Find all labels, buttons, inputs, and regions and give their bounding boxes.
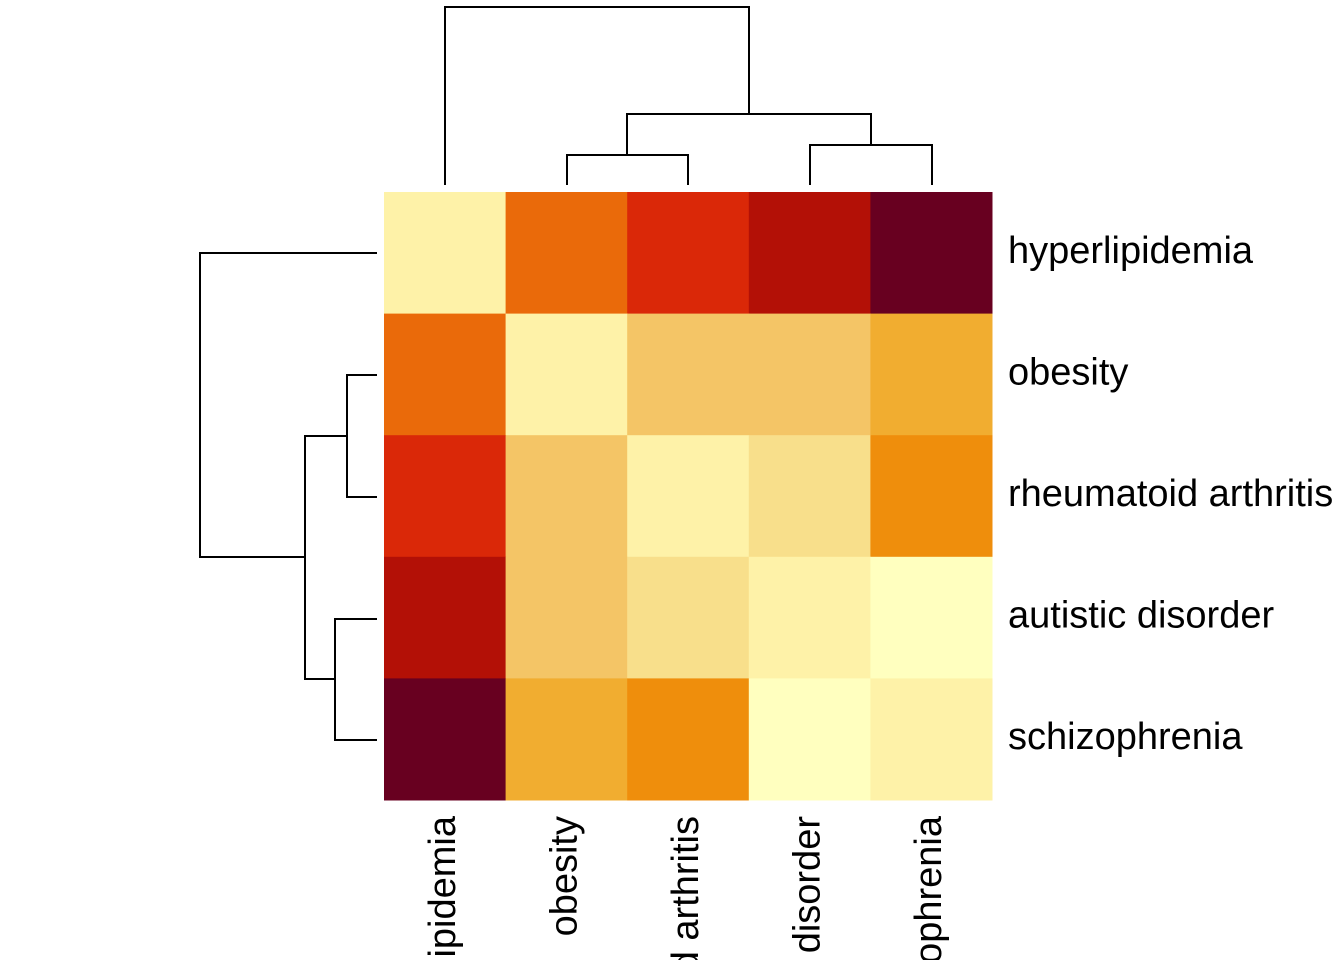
heatmap-cell bbox=[870, 435, 993, 558]
column-label: rheumatoid arthritis bbox=[665, 816, 707, 960]
column-dendrogram bbox=[444, 6, 933, 185]
column-label: obesity bbox=[543, 816, 585, 936]
dendrogram-branch bbox=[199, 252, 377, 558]
heatmap-cell bbox=[870, 313, 993, 436]
row-label: autistic disorder bbox=[1008, 595, 1274, 637]
heatmap-cell bbox=[870, 192, 993, 315]
heatmap-cell bbox=[627, 313, 750, 436]
heatmap-cell bbox=[384, 678, 507, 801]
heatmap-cell bbox=[748, 556, 871, 679]
heatmap-cell bbox=[748, 192, 871, 315]
dendrogram-branch bbox=[626, 113, 872, 155]
heatmap-cell bbox=[748, 313, 871, 436]
column-label: autistic disorder bbox=[787, 816, 829, 960]
dendrogram-branch bbox=[566, 154, 689, 185]
row-label: hyperlipidemia bbox=[1008, 230, 1254, 272]
row-label: obesity bbox=[1008, 351, 1128, 393]
dendrogram-branch bbox=[346, 374, 377, 498]
heatmap-cell bbox=[505, 435, 628, 558]
heatmap-cell bbox=[505, 313, 628, 436]
row-label: rheumatoid arthritis bbox=[1008, 473, 1333, 515]
heatmap-cell bbox=[384, 435, 507, 558]
heatmap-cell bbox=[870, 556, 993, 679]
heatmap-cell bbox=[505, 192, 628, 315]
heatmap-cell bbox=[627, 556, 750, 679]
column-label: hyperlipidemia bbox=[422, 815, 464, 960]
heatmap-cell bbox=[505, 556, 628, 679]
dendrogram-branch bbox=[444, 6, 750, 185]
heatmap-cell bbox=[748, 435, 871, 558]
row-dendrogram bbox=[199, 252, 377, 741]
heatmap-cell bbox=[748, 678, 871, 801]
heatmap-cell bbox=[627, 192, 750, 315]
row-label: schizophrenia bbox=[1008, 716, 1243, 758]
heatmap-cell bbox=[384, 192, 507, 315]
heatmap-cell bbox=[627, 678, 750, 801]
heatmap-cell bbox=[384, 313, 507, 436]
heatmap-cell bbox=[505, 678, 628, 801]
heatmap-cell bbox=[870, 678, 993, 801]
dendrogram-branch bbox=[334, 618, 377, 741]
heatmap-cell bbox=[384, 556, 507, 679]
dendrogram-branch bbox=[809, 144, 933, 185]
dendrogram-branch bbox=[304, 435, 347, 680]
heatmap-cell bbox=[627, 435, 750, 558]
column-label: schizophrenia bbox=[908, 815, 950, 960]
